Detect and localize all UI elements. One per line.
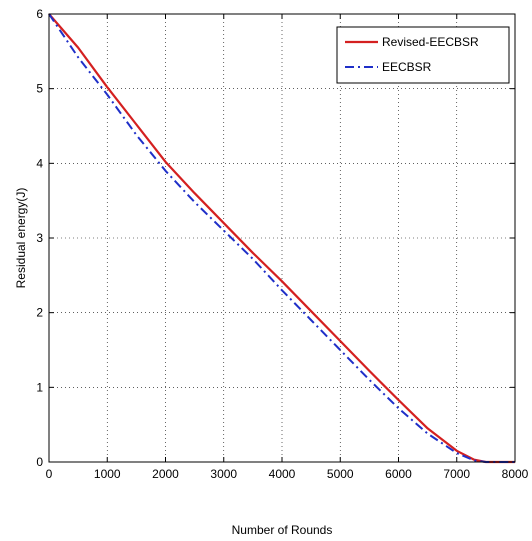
legend-box	[336, 26, 510, 84]
y-axis-label: Residual energy(J)	[14, 188, 28, 289]
x-axis-label: Number of Rounds	[232, 523, 333, 537]
legend-label-revised-eecbsr: Revised-EECBSR	[382, 35, 479, 49]
x-tick-label: 0	[46, 467, 53, 481]
x-tick-label: 5000	[327, 467, 354, 481]
series-line-eecbsr	[48, 13, 515, 463]
x-tick-label: 8000	[502, 467, 529, 481]
y-tick-label: 5	[36, 82, 43, 96]
x-tick-label: 3000	[210, 467, 237, 481]
series-line-revised-eecbsr	[48, 13, 515, 464]
grid	[49, 14, 515, 462]
x-tick-label: 1000	[94, 467, 121, 481]
x-tick-label: 2000	[152, 467, 179, 481]
x-tick-label: 4000	[269, 467, 296, 481]
ticks: 0 1000 2000 3000 4000 5000 6000 7000 8000 0 1 2 3 4 5 6	[36, 7, 528, 481]
y-tick-label: 1	[36, 380, 43, 394]
legend: Revised-EECBSR EECBSR	[336, 26, 510, 84]
legend-label-eecbsr: EECBSR	[382, 60, 432, 74]
y-tick-label: 0	[36, 455, 43, 469]
y-tick-label: 6	[36, 7, 43, 21]
x-tick-label: 7000	[443, 467, 470, 481]
series-layer	[48, 13, 515, 464]
y-tick-label: 2	[36, 306, 43, 320]
y-tick-label: 4	[36, 156, 43, 170]
y-tick-label: 3	[36, 231, 43, 245]
x-tick-label: 6000	[385, 467, 412, 481]
